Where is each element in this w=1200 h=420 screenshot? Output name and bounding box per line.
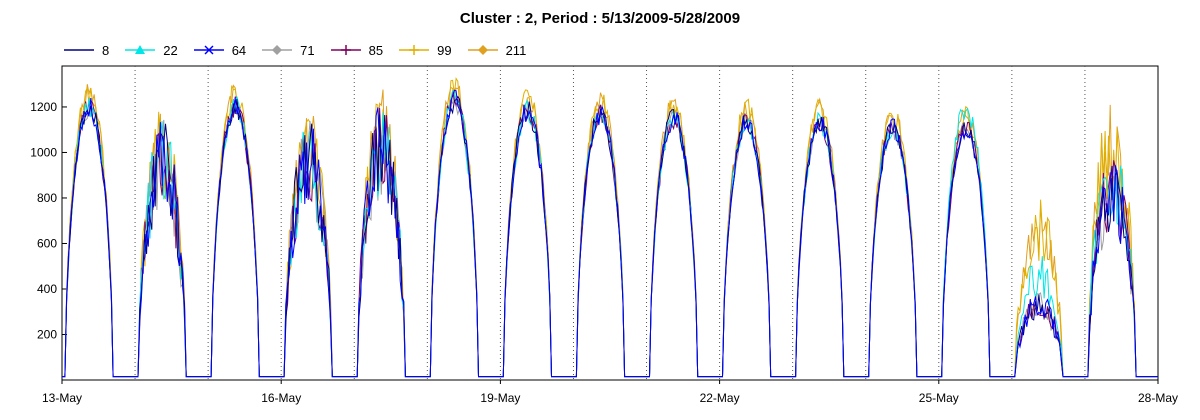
legend-label: 85 (368, 42, 384, 58)
legend-item-99: 99 (397, 42, 452, 58)
legend-swatch (64, 49, 94, 51)
series-line-64 (62, 89, 1158, 378)
x-tick-label: 19-May (480, 391, 520, 405)
legend-label: 22 (163, 42, 178, 58)
legend-swatch (262, 45, 293, 55)
y-tick-label: 800 (37, 191, 57, 205)
legend-swatch (330, 45, 361, 55)
legend-item-85: 85 (329, 43, 383, 58)
legend-label: 8 (102, 42, 110, 58)
chart-legend: 8 22 64 71 85 99 211 (62, 40, 540, 60)
y-tick-label: 600 (37, 236, 57, 250)
legend-swatch (467, 45, 498, 55)
legend-item-71: 71 (260, 42, 315, 58)
series-line-85 (62, 90, 1158, 378)
x-tick-label: 28-May (1138, 391, 1178, 405)
legend-swatch (125, 45, 156, 54)
x-tick-label: 13-May (42, 391, 82, 405)
legend-swatch (193, 45, 224, 55)
legend-item-8: 8 (62, 43, 109, 58)
y-tick-label: 1000 (30, 145, 57, 159)
x-tick-label: 25-May (919, 391, 959, 405)
legend-item-64: 64 (192, 43, 246, 58)
y-tick-label: 400 (37, 282, 57, 296)
legend-label: 211 (505, 42, 527, 58)
x-tick-label: 16-May (261, 391, 301, 405)
chart-title: Cluster : 2, Period : 5/13/2009-5/28/200… (459, 10, 741, 27)
series-line-71 (62, 93, 1158, 378)
legend-label: 64 (231, 42, 247, 58)
legend-item-22: 22 (123, 42, 178, 58)
y-tick-label: 1200 (30, 100, 57, 114)
legend-label: 71 (300, 42, 315, 58)
plot-frame (61, 65, 1159, 381)
legend-label: 99 (437, 42, 452, 58)
x-tick-label: 22-May (700, 391, 740, 405)
legend-item-211: 211 (466, 42, 527, 58)
y-tick-label: 200 (37, 327, 57, 341)
legend-swatch (399, 45, 430, 55)
